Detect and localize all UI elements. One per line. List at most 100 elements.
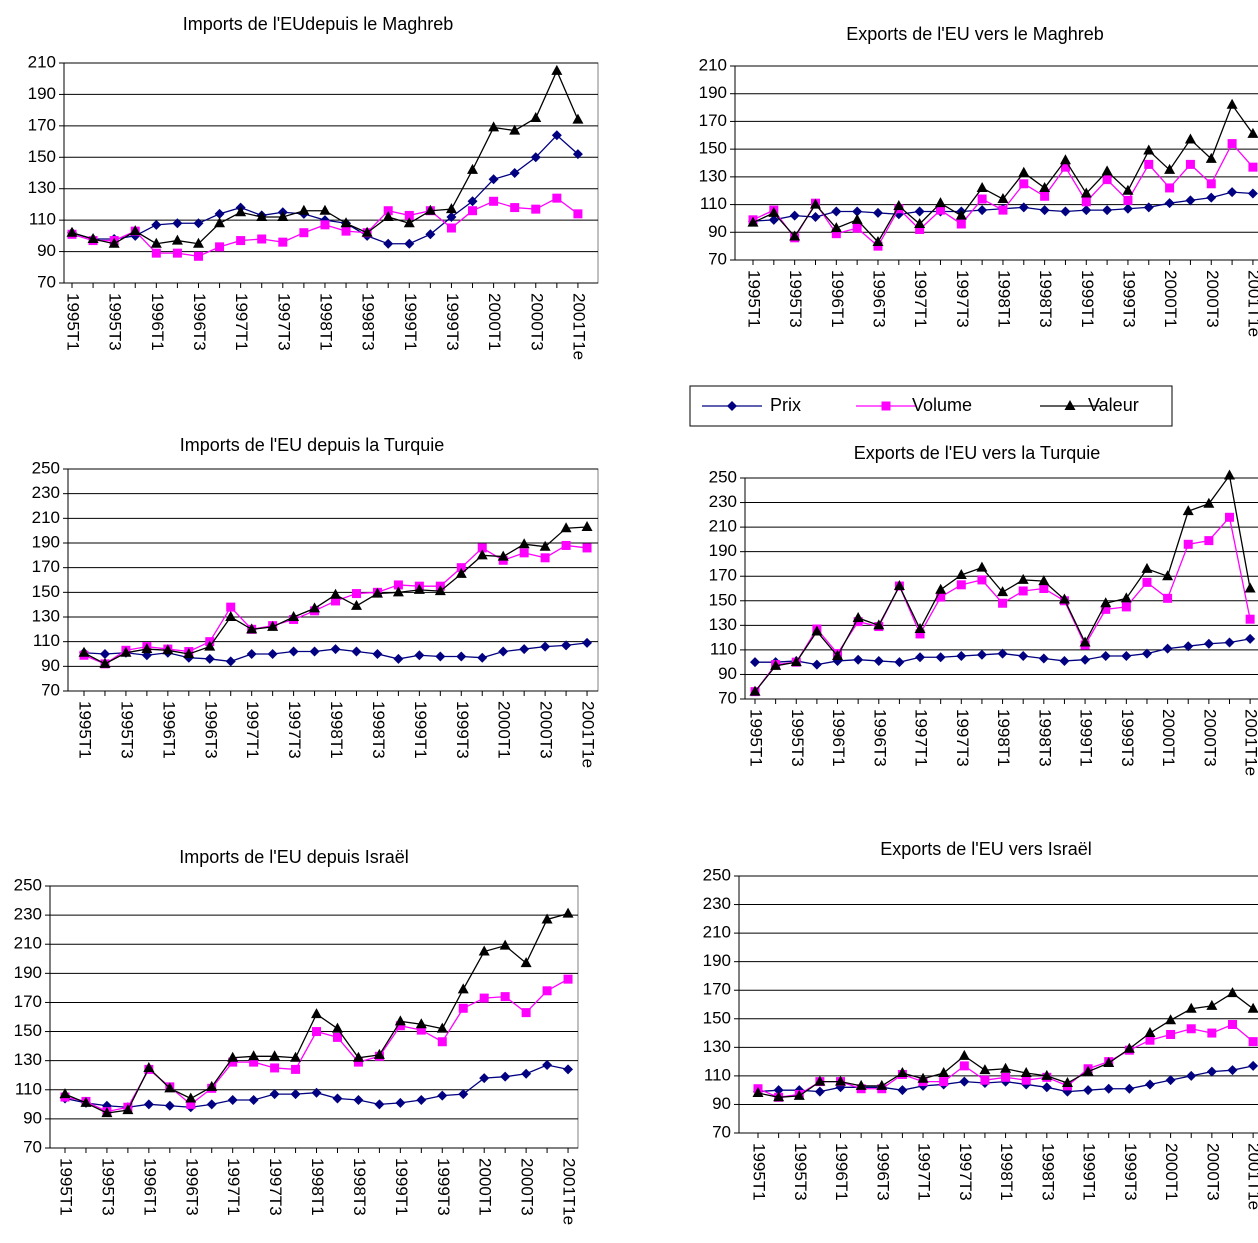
y-tick-label: 90 [708,222,727,241]
point-marker [1082,1065,1094,1076]
point-marker [1001,1072,1011,1082]
x-tick-label: 1996T1 [829,709,848,767]
point-marker [320,220,330,230]
point-marker [488,174,499,185]
point-marker [852,223,862,233]
x-tick-label: 2000T3 [1200,709,1219,767]
y-tick-label: 210 [699,55,727,74]
point-marker [540,553,550,563]
x-tick-label: 1998T3 [1038,1143,1057,1201]
point-marker [206,1099,217,1110]
point-marker [1162,643,1173,654]
point-marker [979,1064,991,1075]
point-marker [141,643,153,654]
y-tick-label: 130 [32,606,60,625]
point-marker [1018,586,1028,596]
point-marker [277,211,289,221]
point-marker [248,1050,260,1061]
y-tick-label: 150 [699,139,727,158]
x-tick-label: 1997T3 [953,709,972,767]
point-marker [997,193,1009,204]
point-marker [383,206,393,216]
point-marker [749,685,761,696]
chart-panel: Imports de l'EU depuis Israël 70 90 110 130 1… [14,847,579,1225]
point-marker [446,223,456,233]
y-tick-label: 70 [23,1137,42,1156]
point-marker [1248,1037,1258,1047]
point-marker [143,1061,155,1072]
point-marker [1121,651,1132,662]
y-tick-label: 150 [28,147,56,166]
point-marker [298,204,310,215]
y-tick-label: 70 [41,680,60,699]
point-marker [1040,191,1050,201]
point-marker [1206,179,1216,189]
x-tick-label: 1996T1 [828,270,847,328]
point-marker [1018,202,1029,213]
point-marker [437,1037,447,1047]
point-marker [810,212,821,223]
point-marker [1000,1062,1012,1073]
x-tick-label: 2000T3 [527,293,546,351]
point-marker [518,538,530,549]
point-marker [476,549,488,560]
point-marker [521,1068,532,1079]
point-marker [915,225,925,235]
point-marker [814,1075,826,1086]
point-marker [1100,597,1112,608]
x-tick-label: 1997T1 [912,709,931,767]
legend-marker [1064,400,1076,410]
point-marker [1101,165,1113,176]
x-tick-label: 1995T1 [76,701,95,759]
chart-panel: Exports de l'EU vers le Maghreb 70 90 110 13… [699,24,1258,337]
y-tick-label: 110 [704,1065,731,1084]
point-marker [551,130,562,141]
point-marker [311,1087,322,1098]
point-marker [1122,203,1133,214]
y-tick-label: 210 [703,923,731,942]
point-marker [510,203,520,213]
point-marker [1144,1027,1156,1038]
point-marker [206,1080,218,1091]
x-tick-label: 1998T3 [1036,270,1055,328]
point-marker [1185,1002,1197,1013]
point-marker [519,548,529,558]
x-tick-label: 1997T1 [243,701,262,759]
x-tick-label: 1996T3 [873,1143,892,1201]
x-tick-label: 2000T1 [1162,1143,1181,1201]
point-marker [151,219,162,230]
point-marker [872,207,883,218]
point-marker [997,586,1009,597]
point-marker [1120,592,1132,603]
point-marker [956,651,967,662]
x-tick-label: 1995T1 [747,709,766,767]
point-marker [435,651,446,662]
point-marker [66,226,78,237]
point-marker [395,1021,405,1031]
point-marker [1204,536,1214,546]
point-marker [413,583,425,594]
y-tick-label: 90 [37,241,56,260]
point-marker [573,209,583,219]
point-marker [446,212,457,222]
x-tick-label: 1997T3 [274,293,293,351]
point-marker [416,1025,426,1035]
x-tick-label: 2000T1 [495,701,514,759]
y-tick-label: 210 [709,517,737,536]
point-marker [120,646,132,657]
point-marker [372,649,383,659]
x-tick-label: 1996T3 [870,709,889,767]
x-tick-label: 1999T1 [411,701,430,759]
point-marker [371,587,383,598]
y-tick-label: 210 [28,52,56,71]
point-marker [1081,197,1091,207]
y-tick-label: 110 [710,639,737,658]
point-marker [192,237,204,248]
point-marker [959,1061,969,1071]
x-tick-label: 1998T1 [994,709,1013,767]
x-tick-label: 1995T3 [791,1143,810,1201]
x-tick-label: 2001T1e [560,1158,579,1225]
point-marker [830,222,842,233]
point-marker [1079,636,1091,647]
point-marker [479,993,489,1003]
